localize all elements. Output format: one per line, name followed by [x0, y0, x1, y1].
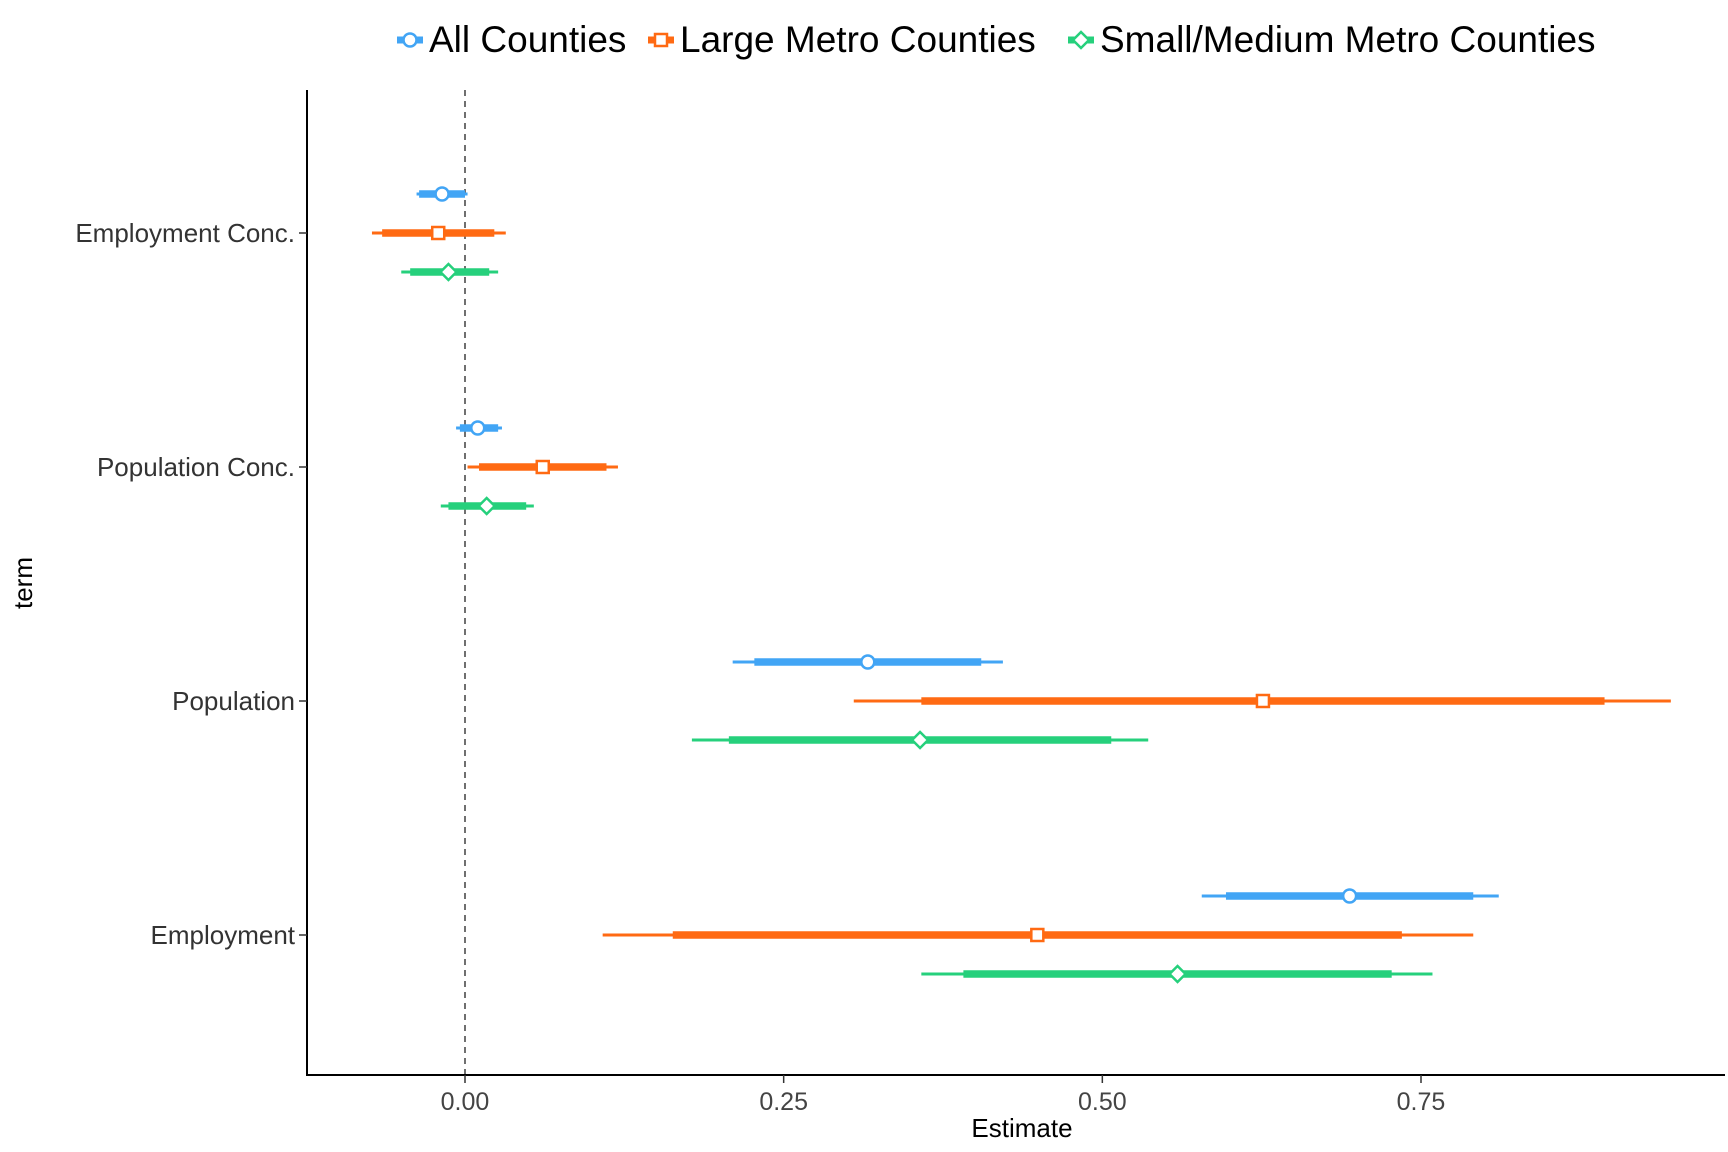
estimate-point: [434, 186, 450, 202]
chart-marks: [371, 186, 1671, 984]
estimate-point: [1167, 964, 1188, 984]
x-axis-ticks: 0.00 0.25 0.50 0.75: [441, 1075, 1446, 1116]
legend-item-1: Large Metro Counties: [648, 19, 1036, 60]
x-tick-label: 0.00: [441, 1088, 490, 1116]
legend: All Counties Large Metro Counties Small/Me…: [397, 19, 1596, 60]
estimate-point: [402, 32, 418, 48]
estimate-point: [430, 225, 446, 241]
legend-label: Small/Medium Metro Counties: [1100, 19, 1596, 60]
estimate-point: [535, 459, 551, 475]
y-tick-label: Population: [172, 686, 295, 716]
estimate-point: [1255, 693, 1271, 709]
estimate-point: [476, 496, 497, 516]
estimate-point: [860, 654, 876, 670]
series-1: [371, 225, 1671, 943]
estimate-point: [469, 420, 486, 436]
y-tick-label: Population Conc.: [97, 452, 295, 482]
legend-label: All Counties: [429, 19, 626, 60]
y-axis-label: term: [8, 557, 38, 609]
estimate-point: [438, 262, 459, 282]
series-2: [401, 262, 1433, 984]
legend-item-0: All Counties: [397, 19, 626, 60]
plot-area: 0.00 0.25 0.50 0.75 Employment Conc. Populat…: [75, 90, 1725, 1116]
x-tick-label: 0.25: [759, 1088, 808, 1116]
series-0: [416, 186, 1499, 904]
estimate-point: [653, 32, 669, 48]
legend-item-2: Small/Medium Metro Counties: [1068, 19, 1596, 60]
legend-label: Large Metro Counties: [680, 19, 1036, 60]
estimate-point: [1071, 30, 1091, 50]
estimate-point: [1341, 888, 1358, 904]
estimate-point: [1030, 927, 1045, 943]
y-axis-ticks: Employment Conc. Population Conc. Populati…: [75, 218, 307, 950]
x-tick-label: 0.50: [1078, 1088, 1127, 1116]
estimate-point: [910, 730, 930, 750]
y-tick-label: Employment: [151, 920, 296, 950]
y-tick-label: Employment Conc.: [75, 218, 295, 248]
x-axis-label: Estimate: [971, 1113, 1072, 1143]
x-tick-label: 0.75: [1397, 1088, 1446, 1116]
